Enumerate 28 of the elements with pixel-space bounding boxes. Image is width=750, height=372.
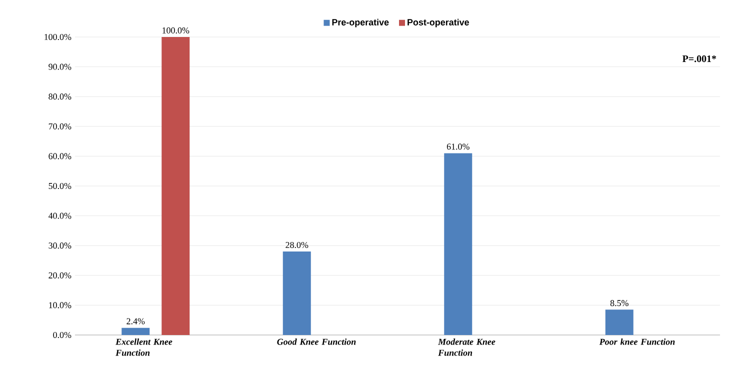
legend-label: Pre-operative [332, 18, 389, 28]
x-tick-label: Poor knee Function [599, 338, 675, 345]
y-tick-label: 30.0% [48, 242, 72, 249]
bar [162, 36, 190, 335]
y-tick-label: 60.0% [48, 153, 72, 160]
data-label: 100.0% [162, 27, 190, 34]
y-tick-label: 100.0% [44, 34, 72, 40]
data-label: 8.5% [610, 300, 628, 306]
y-tick-label: 0.0% [53, 332, 72, 338]
y-tick-label: 40.0% [48, 212, 72, 219]
y-tick-label: 50.0% [48, 182, 72, 190]
bar [282, 252, 311, 335]
data-label: 28.0% [286, 242, 308, 248]
y-tick-label: 90.0% [48, 64, 72, 70]
x-tick-label: Good Knee Function [277, 338, 356, 345]
x-tick-label: Excellent Knee Function [116, 338, 172, 356]
y-tick-label: 70.0% [48, 123, 72, 130]
bar [444, 153, 472, 335]
bar [122, 328, 150, 335]
y-tick-label: 80.0% [48, 94, 72, 100]
bar [605, 310, 634, 335]
annotation: P=.001* [682, 55, 716, 62]
data-label: 61.0% [446, 144, 470, 150]
y-tick-label: 10.0% [49, 302, 72, 308]
x-tick-label: Moderate Knee Function [438, 338, 496, 356]
legend-label: Post-operative [408, 18, 469, 28]
y-tick-label: 20.0% [48, 272, 72, 278]
data-label: 2.4% [126, 318, 145, 324]
